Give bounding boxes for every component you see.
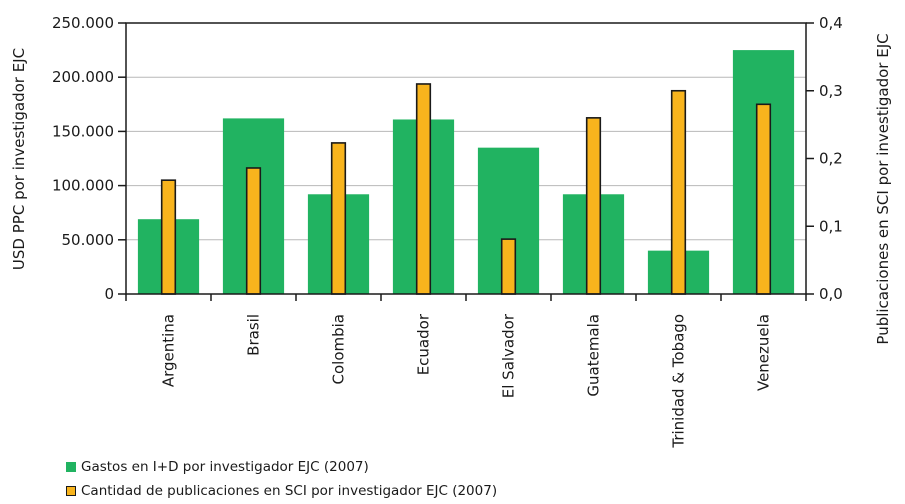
bar-publications — [160, 179, 177, 295]
bar-publications — [500, 238, 517, 295]
left-axis-title: USD PPC por investigador EJC — [10, 48, 28, 270]
left-axis-tick-label: 250.000 — [52, 14, 114, 32]
right-axis-tick-label: 0,3 — [819, 82, 843, 100]
category-label: Guatemala — [585, 314, 603, 397]
right-axis-tick-label: 0,4 — [819, 14, 843, 32]
legend-label-spending: Gastos en I+D por investigador EJC (2007… — [81, 459, 369, 475]
bar-publications — [585, 117, 602, 295]
category-label: Ecuador — [415, 313, 433, 375]
bar-publications — [245, 167, 262, 295]
plot-frame — [125, 22, 807, 295]
left-axis-tick-label: 0 — [104, 285, 114, 303]
right-axis-tick-label: 0,0 — [819, 285, 843, 303]
category-labels: Argentina Brasil Colombia Ecuador El Salvado… — [160, 313, 773, 448]
left-axis-tick-label: 50.000 — [62, 231, 115, 249]
bars — [137, 50, 795, 295]
bar-publications — [670, 89, 687, 295]
category-label: Brasil — [245, 314, 263, 356]
right-axis-tick-label: 0,1 — [819, 217, 843, 235]
axes — [118, 22, 814, 301]
tick-labels: 0 50.000 100.000 150.000 200.000 250.000 0,0 0,… — [52, 14, 843, 303]
legend-swatch-spending — [66, 462, 76, 472]
bar-publications — [415, 83, 432, 295]
legend-item-publications: Cantidad de publicaciones en SCI por inv… — [66, 483, 497, 499]
left-axis-tick-label: 100.000 — [52, 177, 114, 195]
left-axis-tick-label: 150.000 — [52, 122, 114, 140]
category-label: El Salvador — [500, 313, 518, 398]
bar-publications — [755, 103, 772, 295]
category-label: Argentina — [160, 314, 178, 387]
legend-swatch-publications — [66, 486, 76, 496]
legend-item-spending: Gastos en I+D por investigador EJC (2007… — [66, 459, 369, 475]
right-axis-tick-label: 0,2 — [819, 150, 843, 168]
category-label: Trinidad & Tobago — [670, 314, 688, 449]
bar-publications — [330, 142, 347, 295]
category-label: Venezuela — [755, 314, 773, 391]
left-axis-tick-label: 200.000 — [52, 68, 114, 86]
legend-label-publications: Cantidad de publicaciones en SCI por inv… — [81, 483, 498, 499]
right-axis-title: Publicaciones en SCI por investigador EJ… — [874, 33, 892, 344]
category-label: Colombia — [330, 314, 348, 385]
